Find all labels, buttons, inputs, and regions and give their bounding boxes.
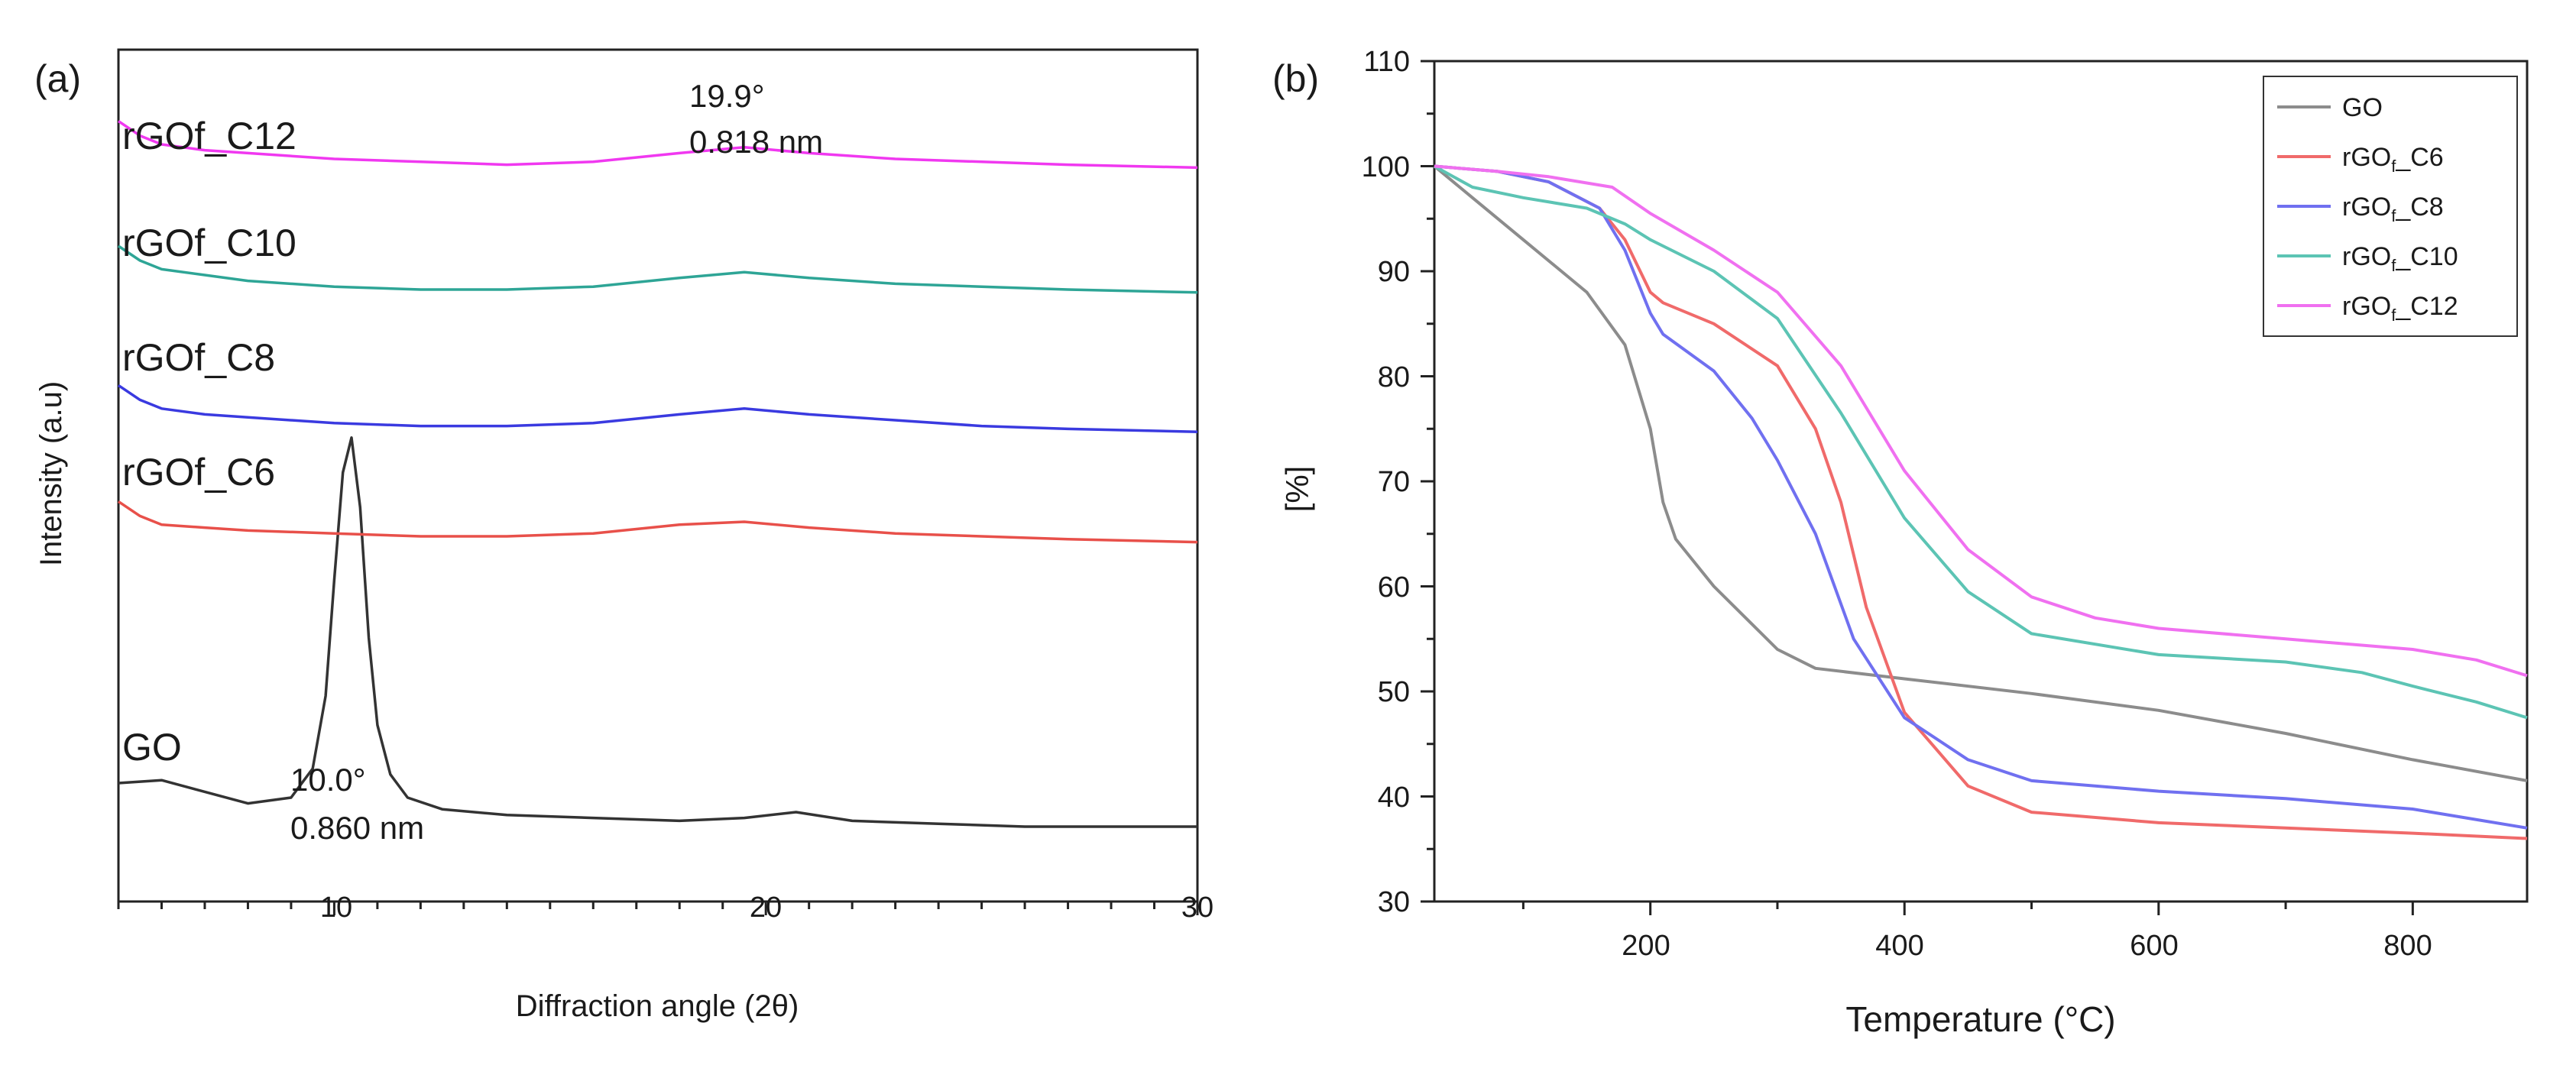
panel-b-x-tick-400: 400 [1875, 930, 1923, 962]
panel-a-label: (a) [34, 57, 81, 100]
legend-label-rgof-c6: rGOf_C6 [2342, 143, 2444, 176]
legend-label-rgof-c10: rGOf_C10 [2342, 242, 2458, 275]
panel-b-y-tick-80: 80 [1378, 361, 1410, 393]
panel-b-y-tick-100: 100 [1362, 151, 1410, 183]
xrd-series-rgof-c8 [118, 384, 1198, 433]
legend-label-go: GO [2342, 93, 2383, 122]
panel-b-x-tick-600: 600 [2130, 930, 2178, 962]
panel-b-y-tick-50: 50 [1378, 676, 1410, 708]
panel-b-series-group [1433, 164, 2528, 840]
panel-b-y-tick-60: 60 [1378, 571, 1410, 604]
tga-series-rgof-c8 [1434, 164, 2528, 830]
panel-b-y-tick-110: 110 [1363, 46, 1410, 78]
panel-a-series-group [118, 120, 1198, 828]
annotation-0-818-spacing: 0.818 nm [689, 124, 823, 160]
panel-b-y-tick-40: 40 [1378, 782, 1410, 814]
xrd-series-go [118, 436, 1197, 828]
panel-b-y-tick-70: 70 [1378, 466, 1410, 498]
panel-a-x-tick-10: 10 [320, 892, 352, 924]
xrd-series-rgof-c10 [118, 244, 1198, 294]
panel-b-x-axis-label: Temperature (°C) [1845, 999, 2115, 1039]
panel-a-x-axis-label: Diffraction angle (2θ) [516, 989, 799, 1023]
series-label-rgof-c8: rGOf_C8 [122, 336, 275, 379]
panel-b-axis-ticks [1421, 60, 2414, 915]
panel-a-xrd: (a) 10 20 30 Diffraction angle (2θ) Inte… [34, 48, 1213, 1023]
series-label-rgof-c6: rGOf_C6 [122, 451, 275, 494]
xrd-series-rgof-c12 [118, 120, 1198, 170]
panel-b-x-tick-200: 200 [1622, 930, 1670, 962]
panel-a-x-tick-20: 20 [750, 892, 782, 924]
panel-a-x-tick-30: 30 [1181, 892, 1213, 924]
annotation-19-9-angle: 19.9° [689, 78, 765, 114]
tga-series-rgof-c10 [1434, 164, 2528, 720]
panel-a-x-ticks [117, 902, 1199, 915]
series-label-rgof-c12: rGOf_C12 [122, 115, 296, 157]
panel-b-legend: GO rGOf_C6 rGOf_C8 rGOf_C10 rGOf_C12 [2263, 76, 2518, 337]
legend-label-rgof-c8: rGOf_C8 [2342, 193, 2444, 225]
annotation-0-860-spacing: 0.860 nm [290, 810, 424, 846]
legend-label-rgof-c12: rGOf_C12 [2342, 292, 2458, 325]
tga-series-rgof-c12 [1434, 164, 2528, 678]
panel-b-y-axis-label: [%] [1279, 466, 1315, 513]
panel-a-y-axis-label: Intensity (a.u) [34, 381, 68, 566]
annotation-10-0-angle: 10.0° [290, 762, 366, 798]
panel-b-label: (b) [1272, 57, 1319, 100]
xrd-series-rgof-c6 [118, 500, 1198, 544]
panel-b-y-tick-30: 30 [1378, 886, 1410, 918]
series-label-rgof-c10: rGOf_C10 [122, 222, 296, 264]
panel-b-tga: (b) 200 400 600 800 30 40 50 60 70 80 90… [1272, 46, 2529, 1039]
panel-b-y-tick-90: 90 [1378, 256, 1410, 288]
panel-a-plot-frame [117, 48, 1199, 903]
panel-b-x-tick-800: 800 [2383, 930, 2432, 962]
tga-series-go [1433, 164, 2528, 782]
series-label-go: GO [122, 726, 182, 769]
